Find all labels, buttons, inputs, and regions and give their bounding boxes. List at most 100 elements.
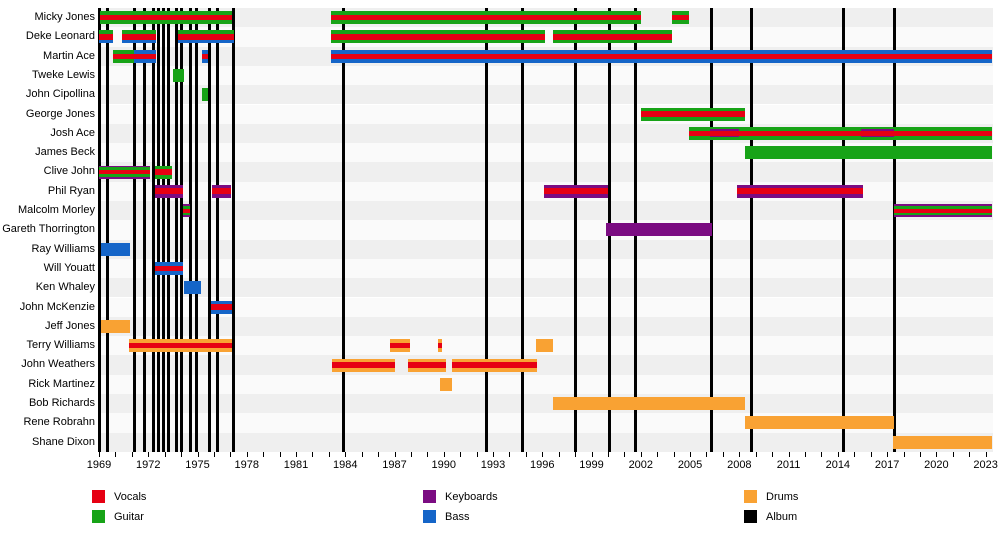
drums-stripe [331,367,396,372]
year-tick [213,452,215,457]
timeline-bar [129,339,232,353]
year-tick [525,452,527,457]
keyboards-stripe [154,194,183,198]
timeline-bar [177,30,234,44]
year-tick [345,452,347,457]
guitar-stripe [99,174,151,177]
vocals-stripe [672,14,689,21]
vocals-stripe [543,188,608,195]
row-stripe [99,85,993,105]
timeline-bar [330,30,545,44]
legend-swatch-vocals [92,490,105,503]
album-line [157,8,161,452]
year-tick [361,452,363,457]
timeline-bar [408,358,446,372]
year-tick [575,452,577,457]
legend-label: Album [766,511,798,523]
year-label: 2014 [825,459,851,471]
vocals-stripe [452,362,538,368]
bass-stripe [133,58,157,63]
keyboards-stripe [894,204,993,206]
timeline-bar [688,126,711,140]
guitar-stripe [672,11,689,15]
year-tick [148,452,150,457]
timeline-bar [894,204,993,218]
year-tick [936,452,938,457]
timeline-bar [640,107,746,121]
legend-label: Vocals [114,491,147,503]
member-label: Shane Dixon [32,435,95,448]
year-tick [181,452,183,457]
guitar-stripe [738,126,862,131]
row-stripe [99,162,993,182]
legend-label: Keyboards [445,491,498,503]
album-line [710,8,714,452]
timeline-bar [543,184,608,198]
keyboards-stripe [736,194,863,198]
drums-stripe [552,397,745,411]
vocals-stripe [408,362,446,368]
year-tick [197,452,199,457]
guitar-stripe [182,206,190,209]
timeline-bar [99,30,114,44]
keyboards-stripe [543,184,608,189]
album-line [842,8,846,452]
legend-swatch-album [744,510,757,523]
guitar-stripe [861,137,895,140]
guitar-stripe [640,116,746,121]
keyboards-stripe [894,215,993,218]
vocals-stripe [154,169,172,175]
year-label: 2020 [924,459,949,471]
drums-stripe [440,377,452,391]
timeline-bar [172,69,184,83]
keyboards-stripe [861,136,895,138]
row-stripe [99,27,993,47]
album-line [151,8,155,452]
member-label: George Jones [25,107,95,120]
year-tick [969,452,971,457]
year-tick [772,452,774,457]
vocals-stripe [182,208,190,213]
album-line [180,8,184,452]
keyboards-stripe [182,204,190,206]
year-tick [460,452,462,457]
bass-stripe [330,58,993,63]
legend-swatch-drums [744,490,757,503]
timeline-bar [390,339,411,353]
year-tick [640,452,642,457]
year-tick [99,452,100,457]
drums-stripe [408,367,446,372]
year-label: 2008 [727,459,752,471]
guitar-stripe [154,174,172,179]
row-stripe [99,220,993,240]
guitar-stripe [330,30,545,35]
timeline-bar [440,377,452,391]
guitar-stripe [710,137,739,140]
timeline-bar [183,281,202,295]
timeline-bar [745,146,993,160]
member-label: Micky Jones [34,11,95,23]
row-stripe [99,104,993,124]
bass-stripe [210,300,232,305]
vocals-stripe [129,343,232,349]
album-line [341,8,345,452]
legend-label: Bass [445,511,470,523]
guitar-stripe [745,146,993,160]
album-line [216,8,220,452]
vocals-stripe [330,14,641,21]
keyboards-stripe [710,129,739,131]
year-label: 1969 [86,459,112,471]
guitar-stripe [99,167,151,171]
member-label: John McKenzie [19,300,95,313]
legend-label: Drums [766,491,799,503]
timeline-bar [154,184,183,198]
row-stripe [99,374,993,394]
vocals-stripe [390,343,411,349]
member-label: Tweke Lewis [32,68,95,81]
year-tick [837,452,839,457]
year-label: 1990 [431,459,457,471]
timeline-bar [100,319,131,333]
guitar-stripe [688,136,711,140]
guitar-stripe [202,88,208,102]
timeline-plot [97,8,993,452]
